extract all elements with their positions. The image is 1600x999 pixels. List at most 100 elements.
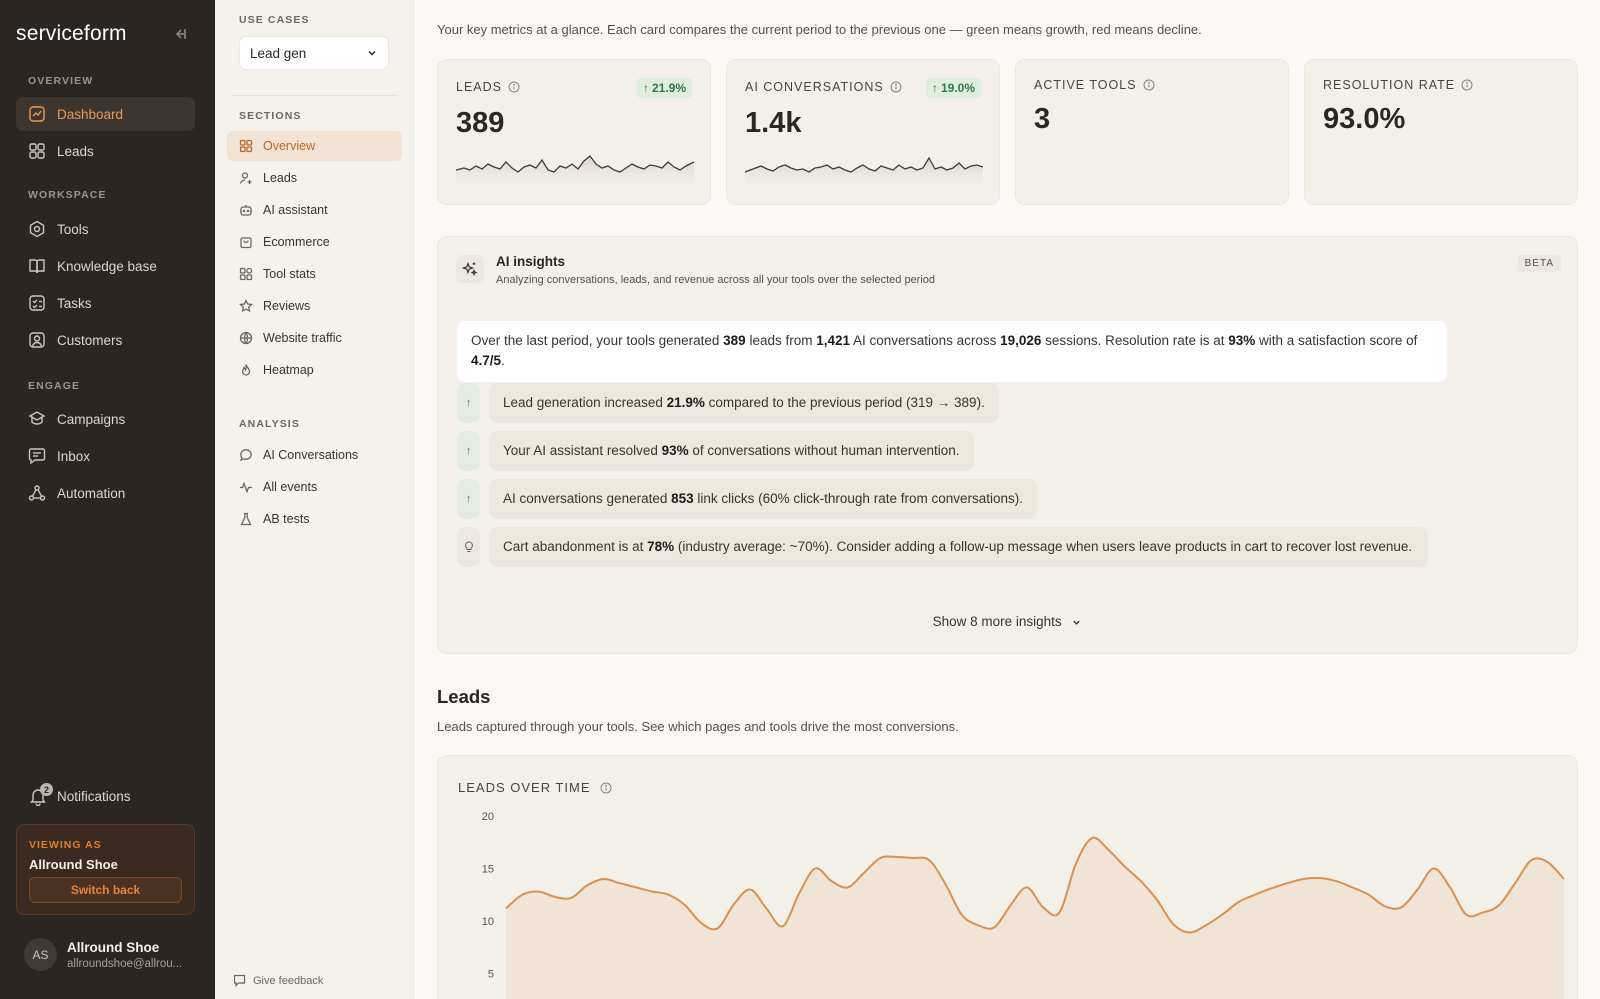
sidebar-item-automation[interactable]: Automation [16, 476, 195, 510]
notifications-button[interactable]: 2 Notifications [28, 783, 131, 806]
info-icon[interactable] [1143, 79, 1155, 91]
give-feedback-link[interactable]: Give feedback [233, 974, 323, 987]
user-icon [239, 172, 252, 184]
summary-leads: 389 [723, 333, 746, 348]
message-icon [28, 448, 46, 465]
chart-canvas: 20 15 10 5 [482, 811, 1565, 999]
ai-insights-panel: AI insights Analyzing conversations, lea… [437, 236, 1578, 654]
section-item-reviews[interactable]: Reviews [227, 291, 402, 321]
sidebar-item-tools[interactable]: Tools [16, 212, 195, 246]
insight-text-part: compared to the previous period (319 → 3… [704, 395, 985, 410]
summary-conversations: 1,421 [816, 333, 851, 348]
checklist-icon [29, 295, 45, 311]
collapse-sidebar-icon[interactable] [172, 26, 188, 42]
y-tick-label: 20 [482, 811, 494, 823]
feedback-icon [233, 974, 246, 987]
star-icon [239, 299, 253, 313]
section-item-label: Ecommerce [263, 235, 330, 249]
metric-card-ai-conversations: AI CONVERSATIONS ↑ 19.0% 1.4k [726, 59, 1000, 205]
y-tick-label: 10 [482, 916, 494, 928]
sparkline [456, 155, 694, 192]
section-label-engage: ENGAGE [28, 380, 81, 392]
info-icon[interactable] [1461, 79, 1473, 91]
use-case-value: Lead gen [250, 45, 307, 61]
workflow-icon [28, 485, 46, 501]
analysis-item-ai-conversations[interactable]: AI Conversations [227, 440, 402, 470]
switch-back-button[interactable]: Switch back [29, 877, 182, 903]
section-item-label: AI Conversations [263, 448, 359, 462]
show-more-label: Show 8 more insights [932, 614, 1062, 629]
avatar: AS [24, 938, 57, 971]
info-icon[interactable] [890, 81, 902, 93]
beta-badge: BETA [1517, 255, 1561, 272]
metric-card-active-tools: ACTIVE TOOLS 3 [1015, 59, 1289, 205]
metric-label: AI CONVERSATIONS [745, 80, 884, 94]
summary-score: 4.7/5 [471, 353, 502, 368]
user-email: allroundshoe@allrou... [67, 957, 183, 970]
megaphone-icon [28, 411, 46, 425]
use-cases-label: USE CASES [239, 14, 310, 26]
analysis-item-all-events[interactable]: All events [227, 472, 402, 502]
insight-text: Your AI assistant resolved 93% of conver… [489, 431, 974, 471]
info-icon[interactable] [508, 81, 520, 93]
sparkline [745, 156, 983, 192]
section-item-ecommerce[interactable]: Ecommerce [227, 227, 402, 257]
summary-text: leads from [745, 333, 817, 348]
section-item-heatmap[interactable]: Heatmap [227, 355, 402, 385]
sidebar-item-inbox[interactable]: Inbox [16, 439, 195, 473]
section-item-label: Leads [263, 171, 298, 185]
arrow-up-icon: ↑ [457, 479, 480, 519]
chart-title: LEADS OVER TIME [458, 780, 591, 795]
feedback-label: Give feedback [253, 974, 324, 987]
sidebar-item-leads[interactable]: Leads [16, 134, 195, 168]
metric-value: 3 [1034, 103, 1051, 135]
sidebar-item-label: Dashboard [57, 106, 124, 122]
summary-sessions: 19,026 [1000, 333, 1042, 348]
section-item-tool-stats[interactable]: Tool stats [227, 259, 402, 289]
arrow-up-icon: ↑ [642, 81, 649, 95]
user-profile[interactable]: AS Allround Shoe allroundshoe@allrou... [24, 938, 182, 971]
series-area [506, 837, 1564, 999]
sidebar-item-label: Customers [57, 332, 123, 348]
chevron-down-icon [1073, 620, 1081, 625]
metric-label-wrap: LEADS [456, 80, 520, 94]
section-item-ai-assistant[interactable]: AI assistant [227, 195, 402, 225]
series-line [505, 836, 1565, 934]
use-case-select[interactable]: Lead gen [239, 36, 389, 70]
sidebar-item-label: Tools [57, 221, 89, 237]
analysis-item-ab-tests[interactable]: AB tests [227, 504, 402, 534]
summary-rate: 93% [1228, 333, 1256, 348]
insight-text: Lead generation increased 21.9% compared… [489, 383, 999, 423]
sidebar-item-dashboard[interactable]: Dashboard [16, 97, 195, 131]
section-item-label: Tool stats [263, 267, 316, 281]
apps-icon [239, 267, 253, 281]
insight-item: ↑ Your AI assistant resolved 93% of conv… [457, 431, 974, 471]
insight-item: ↑ Lead generation increased 21.9% compar… [457, 383, 999, 423]
section-item-leads[interactable]: Leads [227, 163, 402, 193]
robot-icon [240, 205, 252, 216]
arrow-up-icon: ↑ [931, 81, 938, 95]
sidebar-item-campaigns[interactable]: Campaigns [16, 402, 195, 436]
book-icon [29, 259, 45, 274]
arrow-up-icon: ↑ [457, 383, 480, 423]
grid-icon [239, 139, 253, 153]
section-item-label: AI assistant [263, 203, 328, 217]
leads-over-time-chart: LEADS OVER TIME 20 15 10 5 [437, 755, 1578, 999]
sidebar-item-tasks[interactable]: Tasks [16, 286, 195, 320]
sidebar-item-label: Tasks [57, 295, 92, 311]
summary-text: sessions. Resolution rate is at [1041, 333, 1229, 348]
insight-text-part: AI conversations generated [503, 491, 672, 506]
metric-label: ACTIVE TOOLS [1034, 78, 1137, 92]
info-icon[interactable] [600, 782, 612, 794]
section-item-overview[interactable]: Overview [227, 131, 402, 161]
section-item-website-traffic[interactable]: Website traffic [227, 323, 402, 353]
sidebar-item-customers[interactable]: Customers [16, 323, 195, 357]
chart-title-wrap: LEADS OVER TIME [458, 780, 612, 795]
insights-summary: Over the last period, your tools generat… [457, 321, 1447, 382]
viewing-as-panel: VIEWING AS Allround Shoe Switch back [16, 824, 195, 915]
sidebar-item-knowledge-base[interactable]: Knowledge base [16, 249, 195, 283]
show-more-insights-button[interactable]: Show 8 more insights [438, 614, 1577, 629]
insight-text: Cart abandonment is at 78% (industry ave… [489, 527, 1428, 567]
arrow-up-icon: ↑ [457, 431, 480, 471]
insight-text-part: Cart abandonment is at [503, 539, 648, 554]
